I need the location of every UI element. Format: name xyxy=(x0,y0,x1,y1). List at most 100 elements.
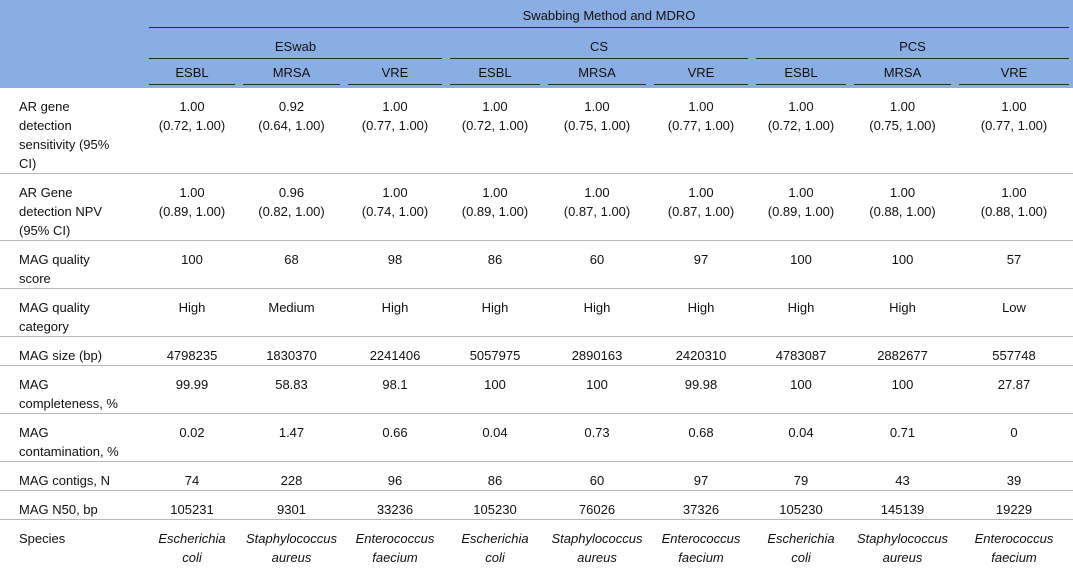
table-cell: Staphylococcus aureus xyxy=(239,519,344,567)
header-cell: Swabbing Method and MDRO xyxy=(145,0,1073,36)
table-cell: Escherichia coli xyxy=(446,519,544,567)
table-cell: 57 xyxy=(955,240,1073,289)
table-title: Swabbing Method and MDRO xyxy=(149,8,1069,28)
table-cell: 228 xyxy=(239,461,344,491)
column-header: ESBL xyxy=(752,62,850,88)
group-header: ESwab xyxy=(145,36,446,62)
header-row: ESBL MRSA VRE ESBL MRSA VRE ESBL MRSA VRE xyxy=(0,62,1073,88)
table-cell: High xyxy=(446,288,544,337)
table-cell: 1.00 (0.87, 1.00) xyxy=(544,173,650,241)
table-cell: 100 xyxy=(752,240,850,289)
row-label: AR Gene detection NPV (95% CI) xyxy=(0,173,145,241)
table-cell: 2420310 xyxy=(650,336,752,366)
table-cell: High xyxy=(752,288,850,337)
row-label: MAG contigs, N xyxy=(0,461,145,491)
table-cell: 1.00 (0.77, 1.00) xyxy=(667,99,735,133)
group-header: CS xyxy=(446,36,752,62)
column-header: MRSA xyxy=(850,62,955,88)
column-header: MRSA xyxy=(544,62,650,88)
table-cell: 0.71 xyxy=(850,413,955,462)
column-name: VRE xyxy=(654,65,748,85)
row-label: MAG N50, bp xyxy=(0,490,145,520)
column-name: MRSA xyxy=(548,65,646,85)
table-cell: 100 xyxy=(850,240,955,289)
table-cell: Escherichia coli xyxy=(752,519,850,567)
table-row: AR gene detection sensitivity (95% CI) 1.… xyxy=(0,88,1073,174)
table-cell: 2890163 xyxy=(544,336,650,366)
table-cell: Escherichia coli xyxy=(145,519,239,567)
table-cell: 100 xyxy=(544,365,650,414)
table-cell: 43 xyxy=(850,461,955,491)
table-cell: 0.73 xyxy=(544,413,650,462)
table-row: MAG contamination, % 0.02 1.47 0.66 0.04 0.73… xyxy=(0,413,1073,462)
table-cell: 100 xyxy=(446,365,544,414)
table-cell: Enterococcus faecium xyxy=(955,519,1073,567)
table-cell: High xyxy=(850,288,955,337)
table-cell: 86 xyxy=(446,240,544,289)
row-label: MAG completeness, % xyxy=(0,365,145,414)
table-row: MAG contigs, N 74 228 96 86 60 97 79 43 39 xyxy=(0,461,1073,491)
column-header: ESBL xyxy=(145,62,239,88)
column-header: VRE xyxy=(344,62,446,88)
table-cell: 2241406 xyxy=(344,336,446,366)
table-cell: 1.00 (0.72, 1.00) xyxy=(461,99,529,133)
table-row: MAG quality score 100 68 98 86 60 97 100 100 57 xyxy=(0,240,1073,289)
table-cell: Medium xyxy=(239,288,344,337)
table-cell: 1.47 xyxy=(239,413,344,462)
table-cell: 4798235 xyxy=(145,336,239,366)
table-cell: 0.04 xyxy=(446,413,544,462)
column-name: ESBL xyxy=(450,65,540,85)
table-row: Species Escherichia coli Staphylococcus au… xyxy=(0,519,1073,567)
table-cell: 1.00 (0.72, 1.00) xyxy=(767,99,835,133)
table-cell: 98.1 xyxy=(344,365,446,414)
table-cell: 99.98 xyxy=(650,365,752,414)
table-cell: 0.66 xyxy=(344,413,446,462)
table-row: MAG size (bp) 4798235 1830370 2241406 505797… xyxy=(0,336,1073,366)
corner-cell xyxy=(0,0,145,88)
row-label: MAG contamination, % xyxy=(0,413,145,462)
row-label: MAG size (bp) xyxy=(0,336,145,366)
table-cell: 100 xyxy=(145,240,239,289)
table-row: MAG quality category High Medium High High Hi… xyxy=(0,288,1073,337)
column-name: MRSA xyxy=(854,65,951,85)
table-cell: 76026 xyxy=(544,490,650,520)
column-header: VRE xyxy=(650,62,752,88)
table-cell: 99.99 xyxy=(145,365,239,414)
group-name: CS xyxy=(450,39,748,59)
table-cell: 1.00 (0.88, 1.00) xyxy=(955,173,1073,241)
table-cell: 105231 xyxy=(145,490,239,520)
table-cell: 145139 xyxy=(850,490,955,520)
table-row: MAG N50, bp 105231 9301 33236 105230 76026 373… xyxy=(0,490,1073,520)
table-cell: 557748 xyxy=(955,336,1073,366)
row-label: MAG quality score xyxy=(0,240,145,289)
table-cell: 105230 xyxy=(446,490,544,520)
table-cell: 39 xyxy=(955,461,1073,491)
column-name: ESBL xyxy=(756,65,846,85)
table-cell: Enterococcus faecium xyxy=(650,519,752,567)
table-cell: 9301 xyxy=(239,490,344,520)
table-cell: 0.04 xyxy=(752,413,850,462)
table-cell: 1.00 (0.89, 1.00) xyxy=(752,173,850,241)
table-cell: 79 xyxy=(752,461,850,491)
table-cell: 0.92 (0.64, 1.00) xyxy=(258,99,325,133)
table-cell: 1.00 (0.87, 1.00) xyxy=(650,173,752,241)
table-cell: 27.87 xyxy=(955,365,1073,414)
table-cell: 100 xyxy=(850,365,955,414)
table-cell: 74 xyxy=(145,461,239,491)
table-cell: Staphylococcus aureus xyxy=(850,519,955,567)
table-cell: 37326 xyxy=(650,490,752,520)
table-cell: 0.68 xyxy=(650,413,752,462)
header-row: ESwab CS PCS xyxy=(0,36,1073,62)
column-name: VRE xyxy=(959,65,1069,85)
table-cell: 5057975 xyxy=(446,336,544,366)
table-cell: 1.00 (0.75, 1.00) xyxy=(869,99,936,133)
group-header: PCS xyxy=(752,36,1073,62)
row-label: MAG quality category xyxy=(0,288,145,337)
table-cell: 98 xyxy=(344,240,446,289)
table-cell: 1.00 (0.74, 1.00) xyxy=(344,173,446,241)
row-label: AR gene detection sensitivity (95% CI) xyxy=(19,99,110,171)
table-cell: 1.00 (0.77, 1.00) xyxy=(361,99,429,133)
table-cell: 97 xyxy=(650,240,752,289)
column-name: ESBL xyxy=(149,65,235,85)
